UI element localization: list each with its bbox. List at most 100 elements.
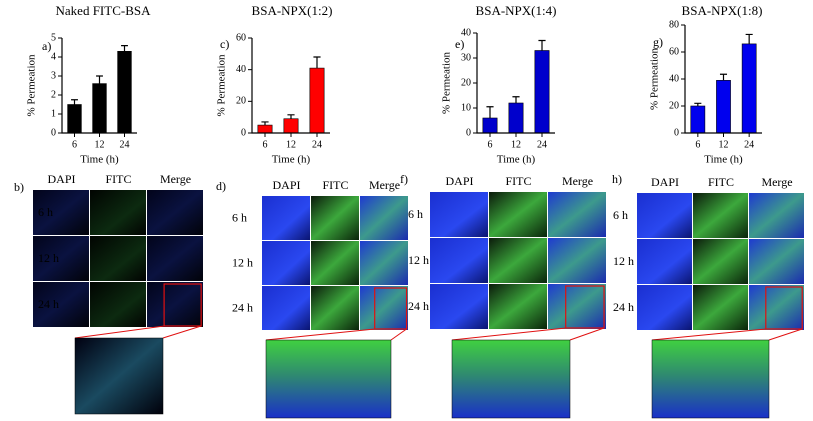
chart-title: BSA-NPX(1:8) <box>682 3 763 18</box>
error-bar <box>313 56 321 69</box>
error-bar <box>287 114 295 119</box>
micrograph <box>311 241 359 285</box>
x-tick-label: 24 <box>537 139 547 150</box>
micrograph <box>33 282 89 327</box>
y-tick-label: 2 <box>51 89 56 100</box>
axes <box>476 33 555 134</box>
axes <box>251 38 330 134</box>
bar <box>92 83 107 134</box>
error-bar <box>486 106 494 118</box>
micrograph <box>147 236 203 281</box>
bar <box>508 102 524 134</box>
y-tick-label: 40 <box>461 27 471 38</box>
row-label: 6 h <box>613 208 628 222</box>
y-axis-label: % Permeation <box>26 54 38 117</box>
panel-label: h) <box>612 172 622 186</box>
row-label: 6 h <box>408 207 423 221</box>
error-bar <box>538 39 546 51</box>
bar <box>257 124 273 134</box>
y-tick-label: 0 <box>241 127 246 138</box>
micrograph <box>637 285 692 330</box>
micrograph <box>262 196 310 240</box>
row-label: 6 h <box>232 210 247 224</box>
zoom-line <box>162 325 202 339</box>
x-tick-label: 12 <box>286 139 296 150</box>
micrograph <box>749 193 804 238</box>
zoom-image <box>265 339 392 419</box>
x-tick-label: 12 <box>719 139 729 150</box>
error-bar <box>694 102 702 106</box>
micrograph <box>430 192 488 237</box>
micrograph <box>360 286 408 330</box>
error-bar <box>96 75 103 84</box>
panel-label: g) <box>653 35 663 49</box>
zoom-box <box>374 287 408 330</box>
bar <box>309 67 325 134</box>
x-tick-label: 6 <box>263 139 268 150</box>
x-tick-label: 12 <box>511 139 521 150</box>
zoom-box <box>565 285 605 329</box>
micrograph <box>33 236 89 281</box>
zoom-line <box>768 328 803 341</box>
row-label: 12 h <box>408 253 429 267</box>
zoom-line <box>265 328 375 341</box>
y-tick-label: 40 <box>236 64 246 75</box>
y-tick-label: 0 <box>466 127 471 138</box>
micrograph <box>311 196 359 240</box>
row-label: 24 h <box>613 300 634 314</box>
micrograph <box>693 239 748 284</box>
column-header: DAPI <box>272 178 300 192</box>
zoom-line <box>451 327 566 341</box>
y-tick-label: 5 <box>51 32 56 43</box>
bar <box>534 50 550 134</box>
micrograph <box>147 190 203 235</box>
column-header: FITC <box>505 174 531 188</box>
y-tick-label: 10 <box>461 102 471 113</box>
chart-title: Naked FITC-BSA <box>56 3 152 18</box>
x-tick-label: 6 <box>72 139 77 150</box>
x-tick-label: 6 <box>695 139 700 150</box>
micrograph <box>637 239 692 284</box>
zoom-line <box>390 328 407 341</box>
panel-label: b) <box>14 180 24 194</box>
x-tick-label: 24 <box>744 139 754 150</box>
micrograph <box>90 236 146 281</box>
zoom-image <box>451 339 571 419</box>
row-label: 24 h <box>232 300 253 314</box>
x-tick-label: 24 <box>312 139 322 150</box>
row-label: 24 h <box>408 299 429 313</box>
panel-label: d) <box>216 179 226 193</box>
x-tick-label: 12 <box>95 139 105 150</box>
micrograph <box>90 190 146 235</box>
row-label: 24 h <box>38 297 59 311</box>
x-axis-label: Time (h) <box>704 154 743 166</box>
panel-label: a) <box>42 39 51 53</box>
micrograph <box>548 238 606 283</box>
micrograph <box>749 285 804 330</box>
bar <box>716 80 731 134</box>
y-axis-label: % Permeation <box>441 51 453 114</box>
micrograph <box>548 192 606 237</box>
x-axis-label: Time (h) <box>497 154 536 166</box>
micrograph <box>693 285 748 330</box>
error-bar <box>512 96 520 103</box>
x-tick-label: 6 <box>488 139 493 150</box>
column-header: DAPI <box>651 175 679 189</box>
micrograph <box>693 193 748 238</box>
column-header: Merge <box>761 175 792 189</box>
bar <box>741 43 757 134</box>
error-bar <box>745 33 753 44</box>
zoom-image <box>651 339 770 419</box>
column-header: FITC <box>322 178 348 192</box>
error-bar <box>719 73 728 81</box>
axes <box>684 25 762 134</box>
column-header: DAPI <box>445 174 473 188</box>
y-tick-label: 3 <box>51 70 56 81</box>
axes <box>61 38 137 134</box>
y-axis-label: % Permeation <box>649 47 661 110</box>
micrograph <box>360 241 408 285</box>
zoom-box <box>765 286 803 330</box>
y-tick-label: 4 <box>51 51 56 62</box>
bar <box>67 104 82 134</box>
x-axis-label: Time (h) <box>272 154 311 166</box>
